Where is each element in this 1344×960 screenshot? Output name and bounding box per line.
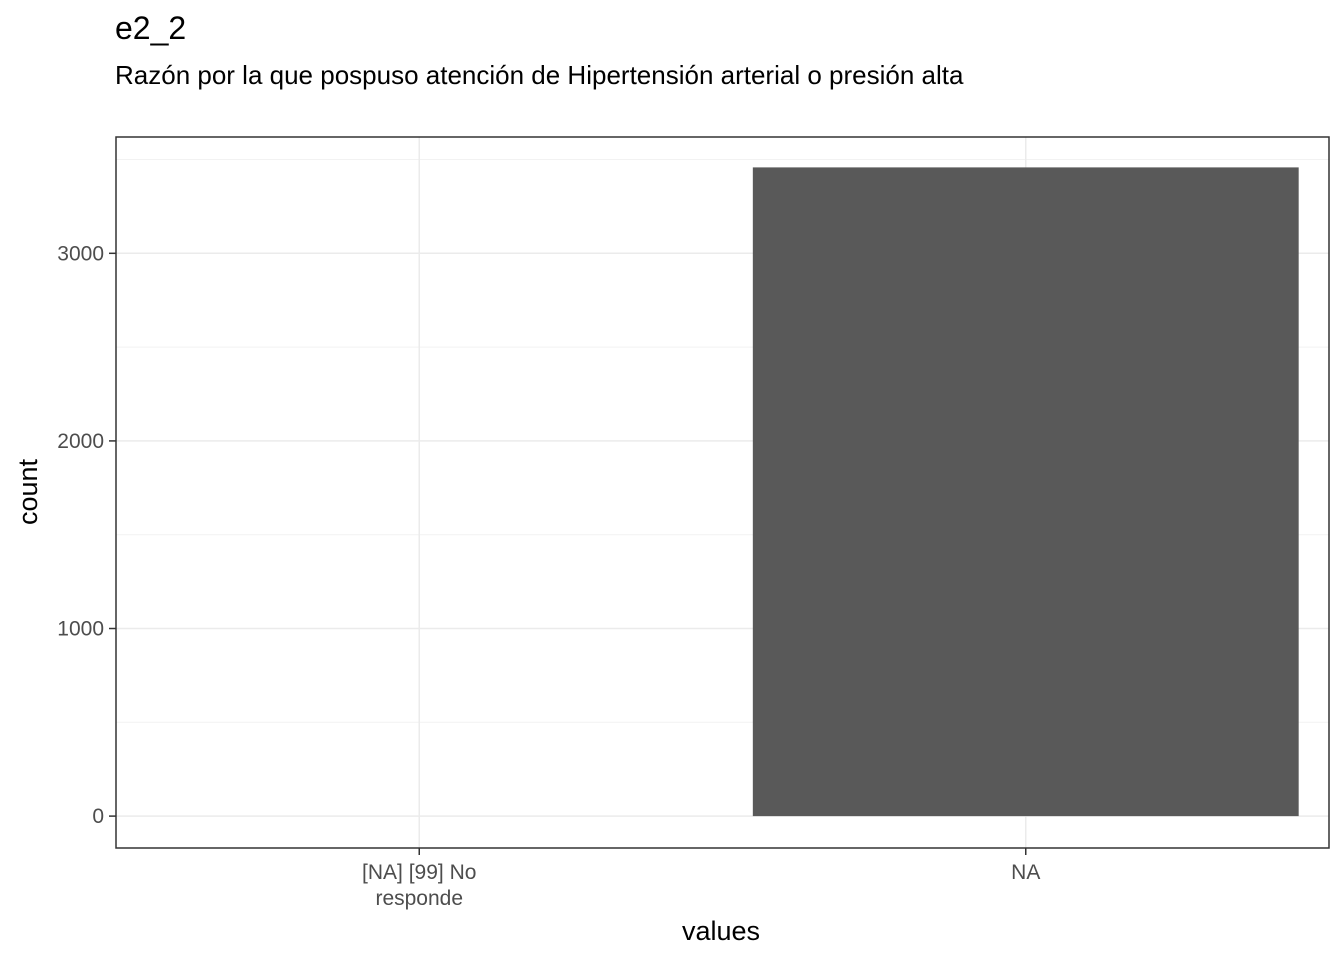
panel-border [115,136,1330,849]
x-tick-label: [NA] [99] No [362,861,476,884]
chart-title: e2_2 [115,10,187,46]
x-axis-title: values [682,916,760,946]
y-tick-label: 2000 [57,430,104,453]
bars [752,167,1299,817]
bar [752,167,1299,817]
chart-subtitle: Razón por la que pospuso atención de Hip… [115,60,964,90]
x-axis: [NA] [99] No responde NA [362,848,1040,910]
y-axis: 0 1000 2000 3000 [57,242,116,828]
y-tick-label: 0 [92,805,104,828]
x-tick-label: responde [375,887,463,910]
x-tick-label: NA [1011,861,1040,884]
y-tick-label: 3000 [57,242,104,265]
y-axis-title: count [13,458,43,525]
y-tick-label: 1000 [57,618,104,641]
